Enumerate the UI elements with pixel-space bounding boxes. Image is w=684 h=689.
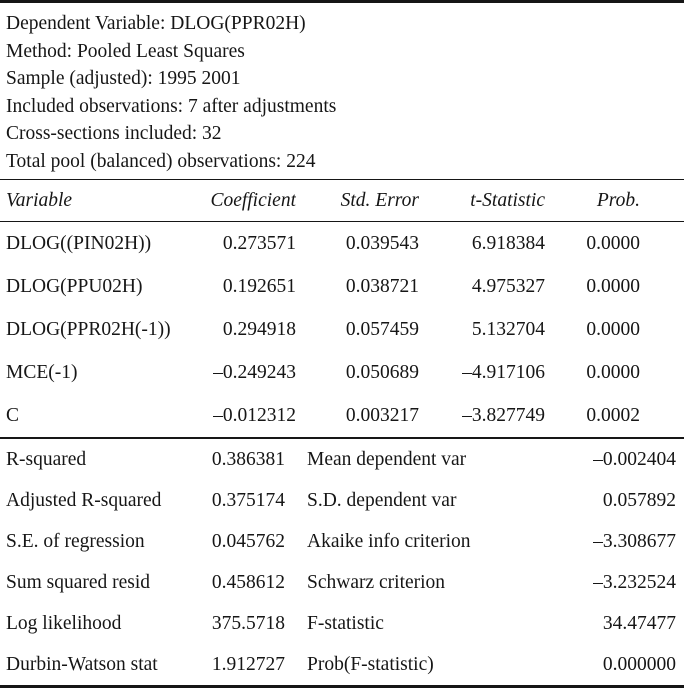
stat-label: R-squared <box>6 448 87 470</box>
stat-label: Log likelihood <box>6 612 122 634</box>
stat-label: Prob(F-statistic) <box>307 653 434 675</box>
table-row: C –0.012312 0.003217 –3.827749 0.0002 <box>0 394 684 437</box>
header-line-total-observations: Total pool (balanced) observations: 224 <box>6 150 316 172</box>
col-header-coefficient: Coefficient <box>210 179 296 222</box>
col-header-std-error: Std. Error <box>296 179 419 222</box>
stat-label: Durbin-Watson stat <box>6 653 158 675</box>
stat-label: Schwarz criterion <box>307 571 446 593</box>
cell-coefficient: 0.273571 <box>222 232 296 254</box>
cell-std-error: 0.050689 <box>345 361 419 383</box>
cell-coefficient: 0.294918 <box>222 318 296 340</box>
cell-prob: 0.0000 <box>586 361 640 383</box>
table-row: R-squared 0.386381 Mean dependent var –0… <box>0 439 684 480</box>
stat-value: –0.002404 <box>593 448 676 470</box>
table-row: DLOG(PPR02H(-1)) 0.294918 0.057459 5.132… <box>0 308 684 351</box>
stat-value: 34.47477 <box>602 612 676 634</box>
cell-variable: DLOG(PPU02H) <box>6 275 143 297</box>
cell-variable: DLOG((PIN02H)) <box>6 232 152 254</box>
cell-variable: MCE(-1) <box>6 361 78 383</box>
header-line-dependent-variable: Dependent Variable: DLOG(PPR02H) <box>6 13 306 34</box>
stat-label: Adjusted R-squared <box>6 489 162 511</box>
table-row: MCE(-1) –0.249243 0.050689 –4.917106 0.0… <box>0 351 684 394</box>
column-header-row: Variable Coefficient Std. Error t-Statis… <box>0 179 684 222</box>
stat-label: Akaike info criterion <box>307 530 471 552</box>
cell-coefficient: 0.192651 <box>222 275 296 297</box>
cell-std-error: 0.038721 <box>345 275 419 297</box>
stat-label: Mean dependent var <box>307 448 467 470</box>
col-header-t-statistic: t-Statistic <box>419 179 545 222</box>
stat-label: Sum squared resid <box>6 571 151 593</box>
table-row: Durbin-Watson stat 1.912727 Prob(F-stati… <box>0 644 684 685</box>
stat-value: 0.045762 <box>211 530 285 552</box>
cell-std-error: 0.039543 <box>345 232 419 254</box>
bottom-rule <box>0 685 684 688</box>
table-row: Log likelihood 375.5718 F-statistic 34.4… <box>0 603 684 644</box>
summary-statistics-table: R-squared 0.386381 Mean dependent var –0… <box>0 439 684 685</box>
table-row: Sum squared resid 0.458612 Schwarz crite… <box>0 562 684 603</box>
cell-prob: 0.0000 <box>586 275 640 297</box>
stat-label: F-statistic <box>307 612 384 634</box>
cell-variable: DLOG(PPR02H(-1)) <box>6 318 171 340</box>
stat-value: 0.375174 <box>211 489 285 511</box>
stat-value: –3.308677 <box>593 530 676 552</box>
stat-value: –3.232524 <box>593 571 676 593</box>
col-header-variable: Variable <box>0 179 210 222</box>
cell-coefficient: –0.012312 <box>213 404 296 426</box>
cell-prob: 0.0000 <box>586 318 640 340</box>
cell-std-error: 0.057459 <box>345 318 419 340</box>
cell-prob: 0.0000 <box>586 232 640 254</box>
coefficients-table: Variable Coefficient Std. Error t-Statis… <box>0 179 684 437</box>
cell-coefficient: –0.249243 <box>213 361 296 383</box>
cell-prob: 0.0002 <box>586 404 640 426</box>
stat-label: S.D. dependent var <box>307 489 457 511</box>
table-row: DLOG((PIN02H)) 0.273571 0.039543 6.91838… <box>0 222 684 266</box>
stat-value: 375.5718 <box>211 612 285 634</box>
stat-value: 0.057892 <box>602 489 676 511</box>
header-line-cross-sections: Cross-sections included: 32 <box>6 123 222 144</box>
header-line-included-observations: Included observations: 7 after adjustmen… <box>6 95 337 117</box>
col-header-prob: Prob. <box>545 179 684 222</box>
estimation-header: Dependent Variable: DLOG(PPR02H) Method:… <box>0 3 684 179</box>
stat-label: S.E. of regression <box>6 530 145 552</box>
table-row: Adjusted R-squared 0.375174 S.D. depende… <box>0 480 684 521</box>
table-row: S.E. of regression 0.045762 Akaike info … <box>0 521 684 562</box>
table-row: DLOG(PPU02H) 0.192651 0.038721 4.975327 … <box>0 265 684 308</box>
cell-t-statistic: –3.827749 <box>462 404 545 426</box>
top-rule <box>0 0 684 3</box>
cell-t-statistic: 4.975327 <box>471 275 545 297</box>
header-line-sample: Sample (adjusted): 1995 2001 <box>6 68 241 89</box>
summary-divider-rule <box>0 437 684 439</box>
stat-value: 0.386381 <box>211 448 285 470</box>
stat-value: 0.458612 <box>211 571 285 593</box>
stat-value: 1.912727 <box>211 653 285 675</box>
cell-t-statistic: 5.132704 <box>471 318 545 340</box>
cell-std-error: 0.003217 <box>345 404 419 426</box>
cell-variable: C <box>6 404 20 426</box>
cell-t-statistic: 6.918384 <box>471 232 545 254</box>
cell-t-statistic: –4.917106 <box>462 361 545 383</box>
header-line-method: Method: Pooled Least Squares <box>6 40 245 62</box>
stat-value: 0.000000 <box>602 653 676 675</box>
